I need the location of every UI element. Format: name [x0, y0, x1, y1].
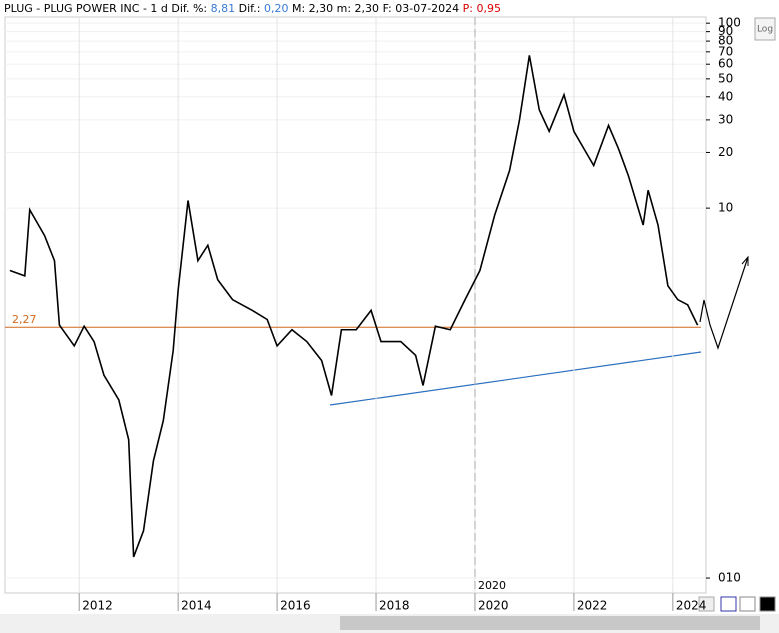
y-tick-label: 70 — [718, 44, 733, 58]
value: F: 03-07-2024 — [382, 2, 460, 15]
color-icon[interactable] — [759, 596, 776, 612]
plot-frame — [4, 16, 707, 594]
y-tick-label: 40 — [718, 89, 733, 103]
price-line-label: 2,27 — [12, 313, 37, 326]
y-tick-label: 90 — [718, 24, 733, 38]
value: 8,81 — [210, 2, 236, 15]
y-tick-label: 10 — [718, 201, 733, 215]
value: m: 2,30 — [336, 2, 380, 15]
y-tick-label: 60 — [718, 57, 733, 71]
x-tick-label: 2016 — [280, 599, 311, 613]
x-tick-label: 2014 — [181, 599, 212, 613]
value: M: 2,30 — [291, 2, 334, 15]
label: Dif. %: — [171, 2, 208, 15]
y-tick-label: 50 — [718, 71, 733, 85]
value: P: 0,95 — [462, 2, 501, 15]
arrow-head — [741, 255, 749, 266]
log-button[interactable] — [754, 17, 776, 41]
y-tick-label: 100 — [718, 16, 741, 30]
tool-icon[interactable] — [739, 596, 756, 612]
x-tick-label: 2012 — [82, 599, 113, 613]
cursor-label: 2020 — [478, 579, 506, 592]
tool-icon[interactable] — [698, 596, 715, 612]
value: 0,20 — [263, 2, 289, 15]
y-tick-label: 010 — [718, 571, 741, 585]
x-tick-label: 2022 — [577, 599, 608, 613]
x-tick-label: 2024 — [676, 599, 707, 613]
log-button-label: Log — [757, 25, 773, 35]
y-tick-label: 30 — [718, 112, 733, 126]
trend-line — [329, 351, 702, 406]
save-icon[interactable] — [720, 596, 737, 612]
price-line-series — [9, 55, 699, 558]
x-tick-label: 2020 — [478, 599, 509, 613]
label: Dif.: — [238, 2, 261, 15]
symbol: PLUG - PLUG POWER INC - 1 d — [4, 2, 168, 15]
y-tick-label: 80 — [718, 34, 733, 48]
header: PLUG - PLUG POWER INC - 1 d Dif. %: 8,81… — [4, 2, 501, 15]
projection-arrow — [699, 256, 749, 350]
y-tick-label: 20 — [718, 145, 733, 159]
scroll-thumb[interactable] — [340, 616, 760, 630]
x-tick-label: 2018 — [379, 599, 410, 613]
